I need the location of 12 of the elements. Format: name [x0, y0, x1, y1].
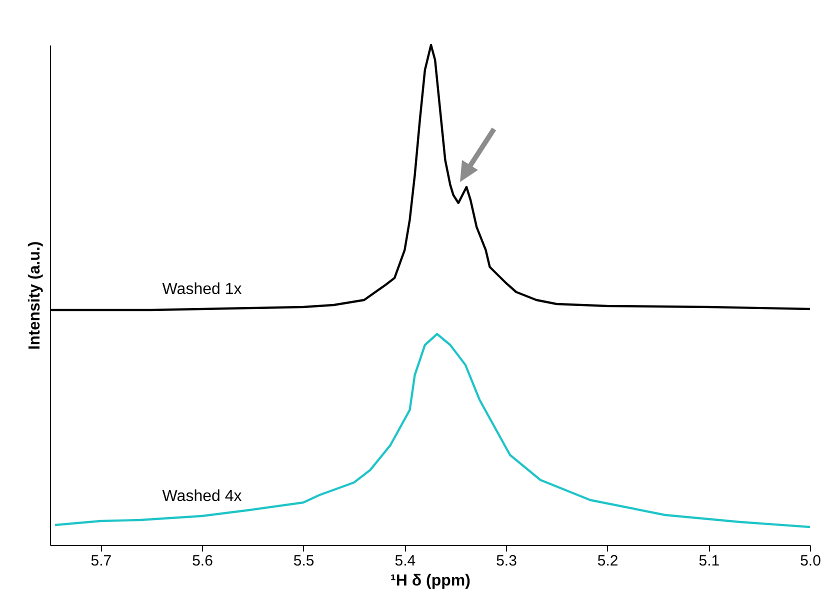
x-axis-title: ¹H δ (ppm): [390, 572, 470, 590]
x-tick-label: 5.0: [800, 552, 821, 570]
x-tick-label: 5.3: [496, 552, 517, 570]
y-axis-title: Intensity (a.u.): [26, 241, 44, 350]
x-tick-label: 5.4: [394, 552, 416, 570]
series-label: Washed 1x: [162, 281, 242, 298]
x-tick-label: 5.7: [90, 552, 112, 570]
x-tick-label: 5.2: [597, 552, 618, 570]
x-tick-label: 5.6: [192, 552, 213, 570]
x-tick-label: 5.5: [293, 552, 314, 570]
series-label: Washed 4x: [162, 488, 242, 505]
x-tick-label: 5.1: [698, 552, 720, 570]
